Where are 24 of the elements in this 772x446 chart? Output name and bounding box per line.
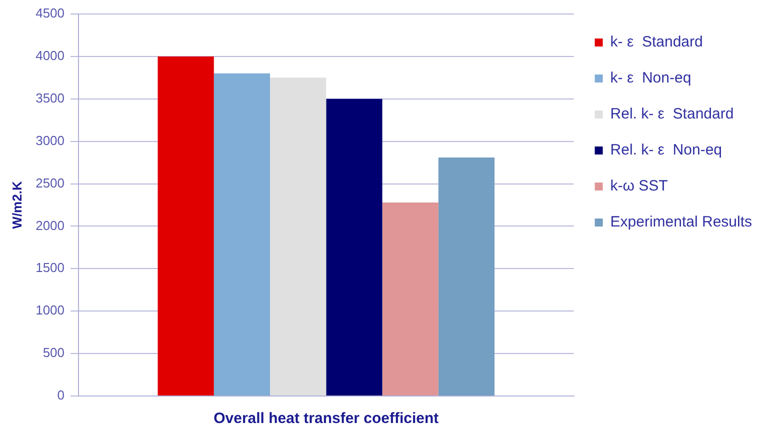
- y-tick-label: 500: [42, 345, 65, 360]
- bar: [214, 73, 270, 396]
- y-axis-title: W/m2.K: [9, 180, 24, 229]
- y-tick-label: 2500: [36, 175, 65, 190]
- legend-label: Rel. k- ε Non-eq: [610, 142, 722, 159]
- y-tick-label: 1000: [36, 302, 65, 318]
- x-tick-label: Overall heat transfer coefficient: [214, 410, 439, 428]
- bar: [158, 56, 214, 396]
- y-tick-label: 3000: [36, 132, 65, 148]
- legend-label: Rel. k- ε Standard: [610, 106, 734, 123]
- y-tick-label: 1500: [36, 260, 65, 276]
- y-tick-label: 4500: [36, 6, 65, 21]
- legend-label: Experimental Results: [610, 214, 752, 231]
- legend-label: k- ε Standard: [610, 34, 703, 51]
- bar: [382, 202, 438, 396]
- y-tick-label: 4000: [36, 48, 65, 64]
- y-tick-label: 3500: [36, 90, 65, 106]
- bar: [270, 78, 326, 396]
- bar: [438, 157, 495, 396]
- y-tick-label: 0: [57, 388, 65, 403]
- bar: [326, 98, 382, 396]
- legend-label: k-ω SST: [610, 178, 668, 195]
- legend-label: k- ε Non-eq: [610, 70, 692, 87]
- y-tick-label: 2000: [36, 218, 65, 233]
